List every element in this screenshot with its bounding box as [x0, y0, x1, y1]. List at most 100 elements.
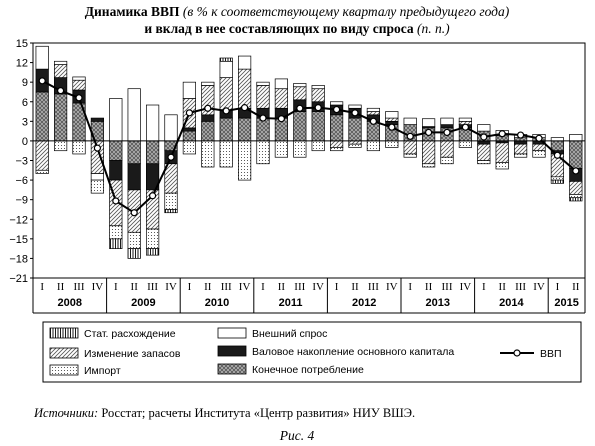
bar-ext: [385, 111, 399, 119]
gdp-point: [498, 130, 506, 138]
bar-imp: [274, 140, 288, 158]
gdp-point: [333, 105, 341, 114]
bar-gfcf: [109, 160, 123, 181]
bar-imp: [495, 162, 509, 170]
bar-inv: [311, 88, 325, 103]
gdp-point: [259, 114, 267, 122]
gdp-point: [38, 77, 46, 85]
source-note: Источники: Росстат; расчеты Института «Ц…: [33, 406, 415, 420]
quarter-label: I: [114, 281, 118, 293]
legend-swatch-point: [513, 349, 521, 357]
year-label: 2011: [279, 297, 303, 309]
bar-ext: [403, 117, 417, 125]
bar-ext: [127, 88, 141, 142]
bar-imp: [72, 140, 86, 155]
bar-inv: [403, 140, 417, 155]
bar-inv: [532, 143, 546, 152]
bar-imp: [238, 140, 252, 181]
bar-gfcf: [440, 124, 454, 129]
bar-ext: [72, 76, 86, 81]
bar-ext: [164, 114, 178, 142]
legend-frame: [42, 321, 582, 383]
bar-ext: [53, 60, 68, 65]
y-tick-label: −15: [9, 234, 28, 246]
bar-imp: [182, 140, 196, 155]
legend-swatch: [217, 327, 247, 339]
bar-cons: [311, 111, 325, 142]
bar-ext: [366, 107, 380, 112]
bar-ext: [348, 104, 362, 109]
legend-label: Конечное потребление: [252, 364, 364, 376]
y-tick-label: 6: [22, 97, 28, 109]
quarter-label: II: [204, 281, 212, 293]
bar-imp: [109, 225, 123, 240]
gdp-point: [241, 104, 249, 112]
bar-inv: [366, 111, 380, 116]
quarter-label: I: [482, 281, 486, 293]
quarter-label: II: [572, 281, 580, 293]
bar-imp: [385, 140, 399, 148]
bar-cons: [109, 140, 123, 161]
year-label: 2015: [554, 297, 578, 309]
bar-ext: [440, 117, 454, 125]
bar-ext: [90, 173, 105, 181]
gdp-point: [516, 131, 525, 139]
quarter-label: II: [351, 281, 359, 293]
gdp-point: [535, 134, 543, 142]
gdp-point: [406, 132, 414, 140]
legend-swatch: [49, 364, 79, 376]
bar-ext: [330, 101, 344, 106]
bar-ext: [458, 117, 472, 122]
bar-imp: [532, 150, 546, 158]
bar-imp: [293, 140, 307, 158]
year-label: 2014: [499, 297, 524, 309]
legend-label: Импорт: [84, 365, 121, 377]
bar-inv: [569, 181, 583, 195]
legend-label: Стат. расхождение: [84, 328, 176, 340]
bar-ext: [238, 55, 252, 70]
bar-imp: [164, 192, 178, 210]
bar-gfcf: [182, 127, 196, 132]
bar-ext: [293, 83, 307, 88]
year-label: 2010: [205, 297, 229, 309]
bar-inv: [495, 142, 509, 163]
bar-inv: [440, 140, 454, 158]
gdp-point: [222, 107, 230, 115]
legend: Стат. расхождение Внешний спрос ВВП Изменен…: [42, 321, 582, 383]
bar-cons: [293, 111, 307, 142]
year-label: 2012: [352, 297, 376, 309]
bar-imp: [366, 140, 380, 152]
gdp-point: [93, 144, 102, 152]
bar-stat: [164, 209, 178, 214]
bar-inv: [72, 79, 86, 91]
bar-imp: [35, 169, 49, 174]
bar-inv: [53, 64, 68, 78]
legend-label: Изменение запасов: [84, 348, 181, 360]
legend-label: ВВП: [540, 348, 562, 360]
gdp-point: [572, 167, 580, 175]
bar-ext: [477, 124, 491, 132]
y-tick-label: −3: [15, 156, 28, 168]
bar-imp: [219, 140, 233, 168]
gdp-point: [369, 117, 377, 125]
bar-cons: [238, 117, 252, 142]
bar-cons: [201, 120, 215, 142]
bar-cons: [35, 91, 49, 142]
bar-imp: [477, 160, 491, 165]
y-tick-label: 0: [22, 136, 28, 148]
bar-gfcf: [127, 163, 141, 191]
quarter-label: IV: [386, 281, 398, 293]
bar-cons: [219, 117, 233, 142]
quarter-label: I: [335, 281, 339, 293]
bar-cons: [550, 140, 565, 152]
legend-swatch: [217, 345, 247, 357]
bar-stat: [127, 248, 141, 259]
y-tick-label: −6: [15, 175, 28, 187]
bar-imp: [90, 179, 105, 194]
gdp-point: [112, 197, 120, 205]
gdp-point: [461, 123, 469, 131]
gdp-point: [296, 104, 304, 112]
bar-imp: [311, 140, 325, 152]
